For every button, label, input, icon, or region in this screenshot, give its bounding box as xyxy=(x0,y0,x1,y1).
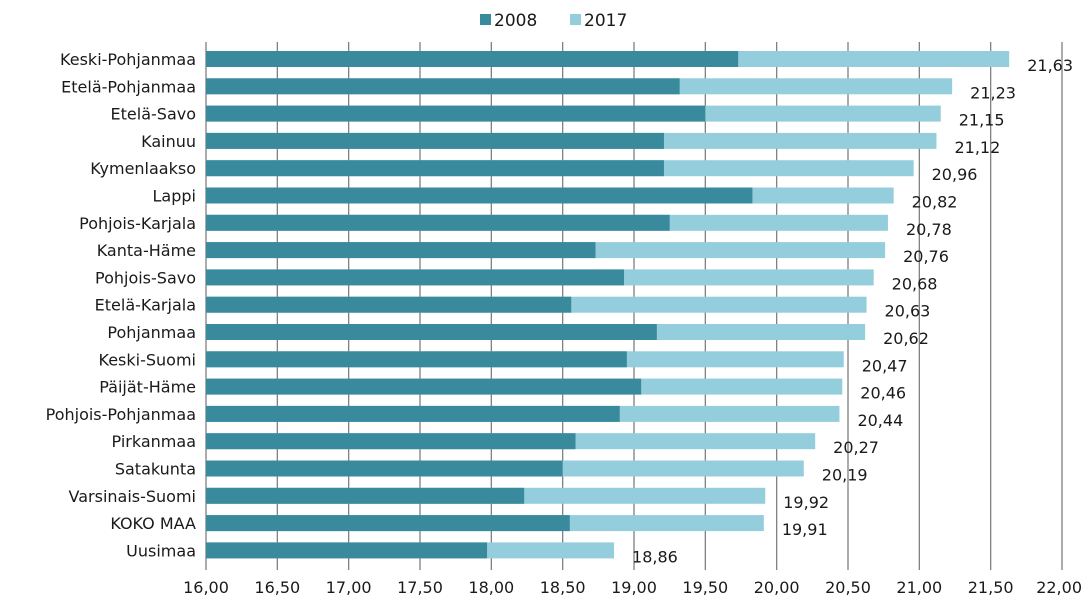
category-label: Etelä-Pohjanmaa xyxy=(61,77,196,96)
bar-2008 xyxy=(206,187,753,204)
data-labels: 21,63 21,23 21,15 21,12 20,96 20,82 20,78 20,76… xyxy=(632,56,1073,566)
category-label: Lappi xyxy=(153,187,196,206)
data-label: 19,92 xyxy=(783,493,829,512)
x-tick-label: 16,00 xyxy=(183,578,229,597)
bar-2008 xyxy=(206,487,525,504)
category-label: Varsinais-Suomi xyxy=(69,487,196,506)
x-tick-label: 19,50 xyxy=(682,578,728,597)
bar-2008 xyxy=(206,542,488,559)
data-label: 20,62 xyxy=(883,329,929,348)
legend: 2008 2017 xyxy=(480,11,627,31)
data-label: 20,44 xyxy=(857,411,903,430)
data-label: 21,12 xyxy=(954,138,1000,157)
data-label: 20,76 xyxy=(903,247,949,266)
x-tick-label: 16,50 xyxy=(254,578,300,597)
bars xyxy=(206,51,1010,559)
data-label: 20,63 xyxy=(885,302,931,321)
category-label: Pohjois-Savo xyxy=(95,268,196,287)
category-labels: Keski-Pohjanmaa Etelä-Pohjanmaa Etelä-Savo… xyxy=(46,50,196,560)
category-label: Kainuu xyxy=(141,132,196,151)
category-label: Pohjanmaa xyxy=(107,323,196,342)
data-label: 21,63 xyxy=(1027,56,1073,75)
category-label: Keski-Pohjanmaa xyxy=(60,50,196,69)
data-label: 18,86 xyxy=(632,547,678,566)
category-label: Etelä-Savo xyxy=(111,105,196,124)
data-label: 20,19 xyxy=(822,466,868,485)
bar-2008 xyxy=(206,405,620,422)
bar-2008 xyxy=(206,515,570,532)
data-label: 20,46 xyxy=(860,384,906,403)
legend-swatch-2008 xyxy=(480,14,491,25)
category-label: Kanta-Häme xyxy=(97,241,196,260)
x-tick-label: 21,00 xyxy=(896,578,942,597)
x-tick-label: 19,00 xyxy=(611,578,657,597)
data-label: 20,68 xyxy=(892,274,938,293)
category-label: Päijät-Häme xyxy=(99,378,196,397)
bar-2008 xyxy=(206,460,563,477)
x-tick-label: 21,50 xyxy=(968,578,1014,597)
x-tick-label: 22,00 xyxy=(1036,578,1082,597)
legend-swatch-2017 xyxy=(570,14,581,25)
bar-2008 xyxy=(206,378,642,395)
bar-2008 xyxy=(206,160,664,177)
data-label: 20,27 xyxy=(833,438,879,457)
x-tick-label: 20,00 xyxy=(754,578,800,597)
x-tick-label: 18,50 xyxy=(540,578,586,597)
data-label: 20,78 xyxy=(906,220,952,239)
x-tick-label: 17,00 xyxy=(326,578,372,597)
category-label: Pohjois-Pohjanmaa xyxy=(46,405,196,424)
legend-label-2017: 2017 xyxy=(584,11,627,31)
category-label: Uusimaa xyxy=(126,541,196,560)
data-label: 20,47 xyxy=(862,356,908,375)
bar-2008 xyxy=(206,351,627,368)
bar-2008 xyxy=(206,51,739,67)
data-label: 20,96 xyxy=(932,165,978,184)
data-label: 21,15 xyxy=(959,111,1005,130)
bar-2008 xyxy=(206,324,657,340)
x-tick-label: 18,00 xyxy=(468,578,514,597)
bar-2008 xyxy=(206,269,625,286)
bar-2008 xyxy=(206,296,572,313)
category-label: KOKO MAA xyxy=(110,514,196,533)
x-tick-label: 20,50 xyxy=(825,578,871,597)
bar-2008 xyxy=(206,242,596,259)
category-label: Satakunta xyxy=(115,460,196,479)
category-label: Keski-Suomi xyxy=(99,350,196,369)
category-label: Pohjois-Karjala xyxy=(79,214,196,233)
category-label: Pirkanmaa xyxy=(112,432,196,451)
data-label: 19,91 xyxy=(782,520,828,539)
category-label: Kymenlaakso xyxy=(90,159,196,178)
bar-2008 xyxy=(206,105,706,122)
category-label: Etelä-Karjala xyxy=(95,296,196,315)
bar-2008 xyxy=(206,214,670,231)
data-label: 21,23 xyxy=(970,83,1016,102)
bar-2008 xyxy=(206,78,680,95)
bar-2008 xyxy=(206,433,576,450)
data-label: 20,82 xyxy=(912,193,958,212)
bar-2008 xyxy=(206,132,664,149)
x-axis-ticks: 16,00 16,50 17,00 17,50 18,00 18,50 19,00 19,50… xyxy=(183,578,1082,597)
legend-label-2008: 2008 xyxy=(494,11,537,31)
x-tick-label: 17,50 xyxy=(397,578,443,597)
